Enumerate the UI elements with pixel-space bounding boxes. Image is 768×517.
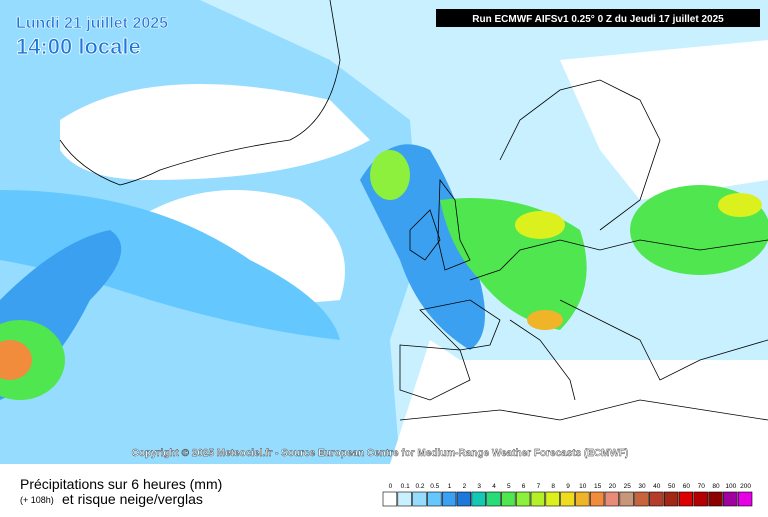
legend-label: 0.2 (415, 483, 424, 490)
legend-swatch (397, 491, 412, 507)
coastlines (59, 0, 768, 421)
legend-swatch (515, 491, 531, 507)
legend-label: 0.5 (430, 483, 439, 490)
legend-label: 8 (551, 483, 555, 490)
legend-swatch (486, 491, 501, 507)
legend-swatch (441, 491, 457, 507)
legend-swatch (678, 491, 694, 507)
precip-core (718, 193, 762, 217)
legend-swatch (649, 491, 664, 507)
legend-label: 7 (537, 483, 541, 490)
dry-area (390, 340, 768, 464)
map (0, 0, 768, 464)
legend-label: 20 (609, 483, 617, 490)
legend-swatch (723, 491, 738, 507)
footer-subtitle: et risque neige/verglas (62, 491, 203, 507)
dry-area (560, 40, 768, 200)
legend-label: 0 (389, 483, 393, 490)
legend-swatch (575, 491, 590, 507)
legend-label: 100 (725, 483, 736, 490)
legend-label: 40 (653, 483, 661, 490)
legend-label: 2 (463, 483, 467, 490)
precip-band (0, 190, 340, 340)
legend-swatch (663, 491, 679, 507)
legend-swatch (693, 491, 708, 507)
footer-lead: (+ 108h) (20, 495, 54, 505)
legend-swatch (589, 491, 605, 507)
legend-label: 15 (594, 483, 602, 490)
copyright: Copyright © 2025 Meteociel.fr - Source E… (132, 448, 629, 459)
precip-core (370, 150, 410, 200)
legend-label: 25 (624, 483, 632, 490)
legend-label: 5 (507, 483, 511, 490)
legend-label: 70 (698, 483, 706, 490)
legend-label: 6 (522, 483, 526, 490)
legend-label: 9 (566, 483, 570, 490)
legend-swatch (708, 491, 723, 507)
legend-swatch (737, 491, 753, 507)
legend-swatch (427, 491, 442, 507)
legend-label: 30 (638, 483, 646, 490)
map-date: Lundi 21 juillet 2025 (16, 15, 168, 32)
precip-core (515, 211, 565, 239)
map-time: 14:00 locale (16, 34, 141, 59)
legend-label: 3 (477, 483, 481, 490)
legend-label: 4 (492, 483, 496, 490)
color-legend: 0 0.1 0.2 0.5 1 2 3 4 5 6 7 8 9 10 15 20 25 30 40 50 60 70 80 1… (382, 483, 753, 507)
legend-label: 60 (683, 483, 691, 490)
precip-core (0, 320, 65, 400)
precip-light (0, 0, 768, 464)
precip-core (527, 310, 563, 330)
legend-label: 1 (448, 483, 452, 490)
run-box (436, 9, 760, 27)
legend-label: 50 (668, 483, 676, 490)
legend-swatch (634, 491, 649, 507)
precip-core (0, 340, 32, 380)
run-info: Run ECMWF AIFSv1 0.25° 0 Z du Jeudi 17 j… (472, 14, 724, 25)
greenland (60, 84, 370, 180)
legend-swatch (471, 491, 486, 507)
footer-title: Précipitations sur 6 heures (mm) (20, 476, 222, 492)
legend-swatch (382, 491, 398, 507)
legend-swatch (545, 491, 560, 507)
legend-swatch (456, 491, 472, 507)
legend-swatch (412, 491, 427, 507)
legend-swatch (604, 491, 620, 507)
legend-label: 0.1 (401, 483, 410, 490)
legend-label: 80 (712, 483, 720, 490)
legend-label: 10 (579, 483, 587, 490)
legend-swatch (530, 491, 546, 507)
legend-label: 200 (740, 483, 751, 490)
legend-swatch (619, 491, 634, 507)
legend-swatch (560, 491, 575, 507)
legend-swatch (501, 491, 516, 507)
